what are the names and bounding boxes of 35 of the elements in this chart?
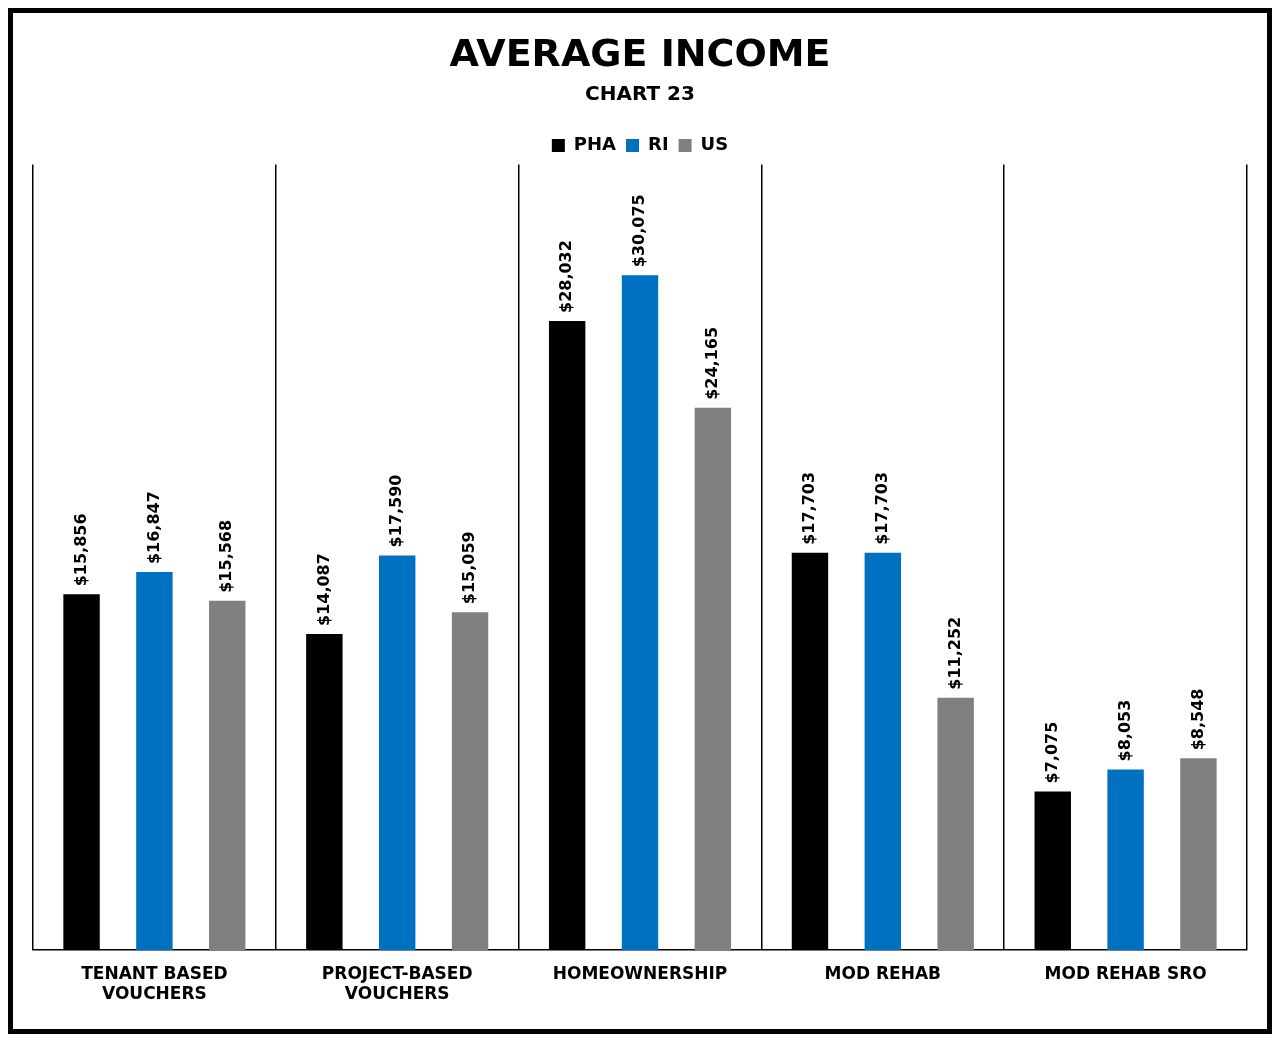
x-tick-label: MOD REHAB bbox=[824, 962, 942, 983]
data-label: $17,590 bbox=[386, 474, 406, 548]
data-label: $15,059 bbox=[459, 531, 479, 605]
bar bbox=[621, 275, 659, 951]
data-label: $16,847 bbox=[143, 491, 163, 565]
chart-title: AVERAGE INCOME bbox=[449, 30, 831, 75]
legend-label: PHA bbox=[573, 133, 617, 155]
bar bbox=[1107, 769, 1144, 951]
data-label: $30,075 bbox=[629, 194, 649, 268]
data-label: $7,075 bbox=[1041, 721, 1061, 784]
bar bbox=[209, 600, 246, 951]
legend-label: RI bbox=[648, 133, 669, 155]
legend-label: US bbox=[700, 133, 729, 155]
bar bbox=[136, 572, 173, 951]
data-label: $15,568 bbox=[216, 519, 236, 593]
chart-subtitle: CHART 23 bbox=[585, 80, 695, 105]
x-tick-label: HOMEOWNERSHIP bbox=[552, 962, 728, 983]
bar bbox=[378, 555, 416, 951]
data-label: $17,703 bbox=[871, 471, 891, 545]
bar bbox=[451, 612, 489, 951]
bar bbox=[937, 697, 974, 951]
data-label: $15,856 bbox=[70, 513, 90, 587]
data-label: $17,703 bbox=[799, 471, 819, 545]
data-label: $8,548 bbox=[1187, 688, 1207, 751]
data-label: $24,165 bbox=[702, 326, 721, 400]
bar bbox=[694, 407, 732, 951]
data-label: $11,252 bbox=[944, 616, 964, 690]
x-tick-label: TENANT BASED VOUCHERS bbox=[81, 962, 228, 1004]
data-label: $8,053 bbox=[1114, 699, 1134, 762]
x-tick-label: PROJECT-BASED VOUCHERS bbox=[321, 962, 473, 1004]
data-label: $14,087 bbox=[313, 553, 333, 627]
x-tick-label: MOD REHAB SRO bbox=[1044, 962, 1207, 983]
data-label: $28,032 bbox=[556, 240, 576, 313]
bar bbox=[864, 552, 902, 951]
bar bbox=[1180, 758, 1217, 951]
